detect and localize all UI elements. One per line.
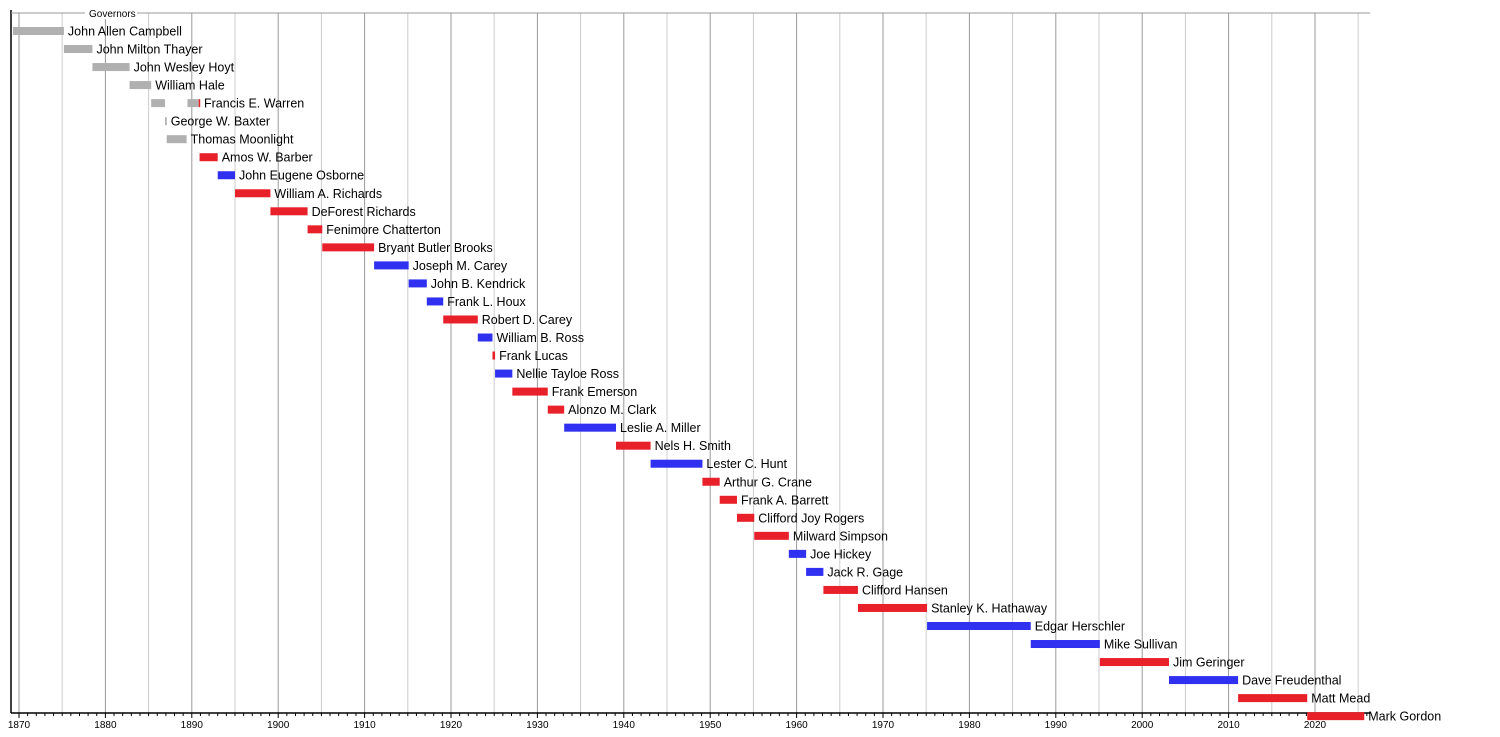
term-bar-republican <box>823 585 858 594</box>
governor-label: Frank L. Houx <box>447 295 526 309</box>
term-bar-republican <box>199 153 218 162</box>
governor-label: John Milton Thayer <box>96 43 202 57</box>
term-bar-territorial <box>92 63 130 72</box>
x-tick-label: 1940 <box>613 720 636 731</box>
governor-label: Mike Sullivan <box>1104 638 1178 652</box>
term-bar-republican <box>307 225 323 234</box>
governor-label: Mark Gordon <box>1368 710 1441 724</box>
governor-label: Dave Freudenthal <box>1242 674 1341 688</box>
x-tick-label: 1980 <box>958 720 981 731</box>
governor-label: Frank Lucas <box>499 349 568 363</box>
governor-label: Clifford Hansen <box>862 583 948 597</box>
governor-label: George W. Baxter <box>171 115 270 129</box>
term-bar-republican <box>198 99 201 108</box>
governor-label: William A. Richards <box>274 187 382 201</box>
governor-label: John B. Kendrick <box>431 277 526 291</box>
term-bar-democrat <box>927 621 1031 630</box>
governor-label: Clifford Joy Rogers <box>758 511 864 525</box>
term-bar-democrat <box>1030 640 1100 649</box>
title-bg <box>85 7 137 19</box>
term-bar-democrat <box>408 279 427 288</box>
governor-label: Milward Simpson <box>793 529 888 543</box>
term-bar-republican <box>736 513 755 522</box>
term-bar-republican <box>754 531 789 540</box>
governor-label: Amos W. Barber <box>222 151 313 165</box>
term-bar-republican <box>1099 658 1169 667</box>
term-bar-democrat <box>477 333 493 342</box>
x-tick-label: 1920 <box>440 720 463 731</box>
governor-label: William B. Ross <box>496 331 584 345</box>
term-bar-democrat <box>1168 676 1239 685</box>
governor-label: Jack R. Gage <box>827 565 903 579</box>
term-bar-republican <box>719 495 737 504</box>
x-tick-label: 1910 <box>353 720 376 731</box>
term-bar-republican <box>857 603 928 612</box>
term-bar-democrat <box>217 171 235 180</box>
term-bar-territorial <box>151 99 166 108</box>
term-bar-republican <box>270 207 308 216</box>
governor-label: Edgar Herschler <box>1035 619 1125 633</box>
x-tick-label: 2020 <box>1304 720 1327 731</box>
governor-label: Joe Hickey <box>810 547 872 561</box>
x-tick-label: 1900 <box>267 720 290 731</box>
term-bar-republican <box>1307 712 1365 721</box>
term-bar-republican <box>235 189 271 198</box>
term-bar-territorial <box>12 27 64 35</box>
term-bar-territorial <box>166 135 187 144</box>
term-bar-republican <box>512 387 548 396</box>
term-bar-democrat <box>650 459 703 468</box>
governor-label: DeForest Richards <box>312 205 416 219</box>
governor-label: John Allen Campbell <box>68 25 182 39</box>
term-bar-democrat <box>788 549 807 558</box>
chart-title: Governors <box>89 9 136 20</box>
governor-label: Nels H. Smith <box>655 439 731 453</box>
term-bar-republican <box>322 243 375 252</box>
term-bar-republican <box>702 477 720 486</box>
term-bar-republican <box>443 315 478 324</box>
term-bar-territorial <box>187 99 199 108</box>
x-tick-label: 1870 <box>8 720 31 731</box>
x-tick-label: 2000 <box>1131 720 1154 731</box>
governor-label: William Hale <box>155 79 225 93</box>
x-tick-label: 1960 <box>785 720 808 731</box>
term-bar-territorial <box>129 81 152 90</box>
x-tick-label: 1990 <box>1045 720 1068 731</box>
term-bar-democrat <box>374 261 409 270</box>
governor-label: Frank A. Barrett <box>741 493 829 507</box>
term-bar-republican <box>1238 694 1308 703</box>
term-bar-democrat <box>426 297 444 306</box>
governor-label: Joseph M. Carey <box>413 259 508 273</box>
governor-label: Nellie Tayloe Ross <box>516 367 619 381</box>
x-tick-label: 1890 <box>181 720 204 731</box>
governor-label: Arthur G. Crane <box>724 475 812 489</box>
governor-label: Alonzo M. Clark <box>568 403 657 417</box>
governor-label: Stanley K. Hathaway <box>931 601 1048 615</box>
x-tick-label: 1930 <box>526 720 549 731</box>
governor-label: Fenimore Chatterton <box>326 223 441 237</box>
term-bar-democrat <box>564 423 617 432</box>
x-tick-label: 1950 <box>699 720 722 731</box>
governor-label: John Wesley Hoyt <box>134 61 235 75</box>
governor-label: Robert D. Carey <box>482 313 573 327</box>
term-bar-republican <box>616 441 651 450</box>
term-bar-territorial <box>165 117 167 126</box>
governor-label: Matt Mead <box>1311 692 1370 706</box>
term-bar-democrat <box>495 369 513 378</box>
x-tick-label: 1970 <box>872 720 895 731</box>
governor-label: Lester C. Hunt <box>706 457 787 471</box>
governor-label: Thomas Moonlight <box>191 133 294 147</box>
governor-label: Jim Geringer <box>1173 656 1245 670</box>
governor-label: Leslie A. Miller <box>620 421 701 435</box>
term-bar-republican <box>492 351 496 360</box>
term-bar-republican <box>547 405 565 414</box>
x-tick-label: 2010 <box>1217 720 1240 731</box>
x-tick-label: 1880 <box>94 720 117 731</box>
governor-label: Bryant Butler Brooks <box>378 241 493 255</box>
term-bar-democrat <box>806 567 824 576</box>
governor-label: John Eugene Osborne <box>239 169 364 183</box>
governor-label: Frank Emerson <box>552 385 637 399</box>
term-bar-territorial <box>63 45 93 54</box>
governor-label: Francis E. Warren <box>204 97 304 111</box>
